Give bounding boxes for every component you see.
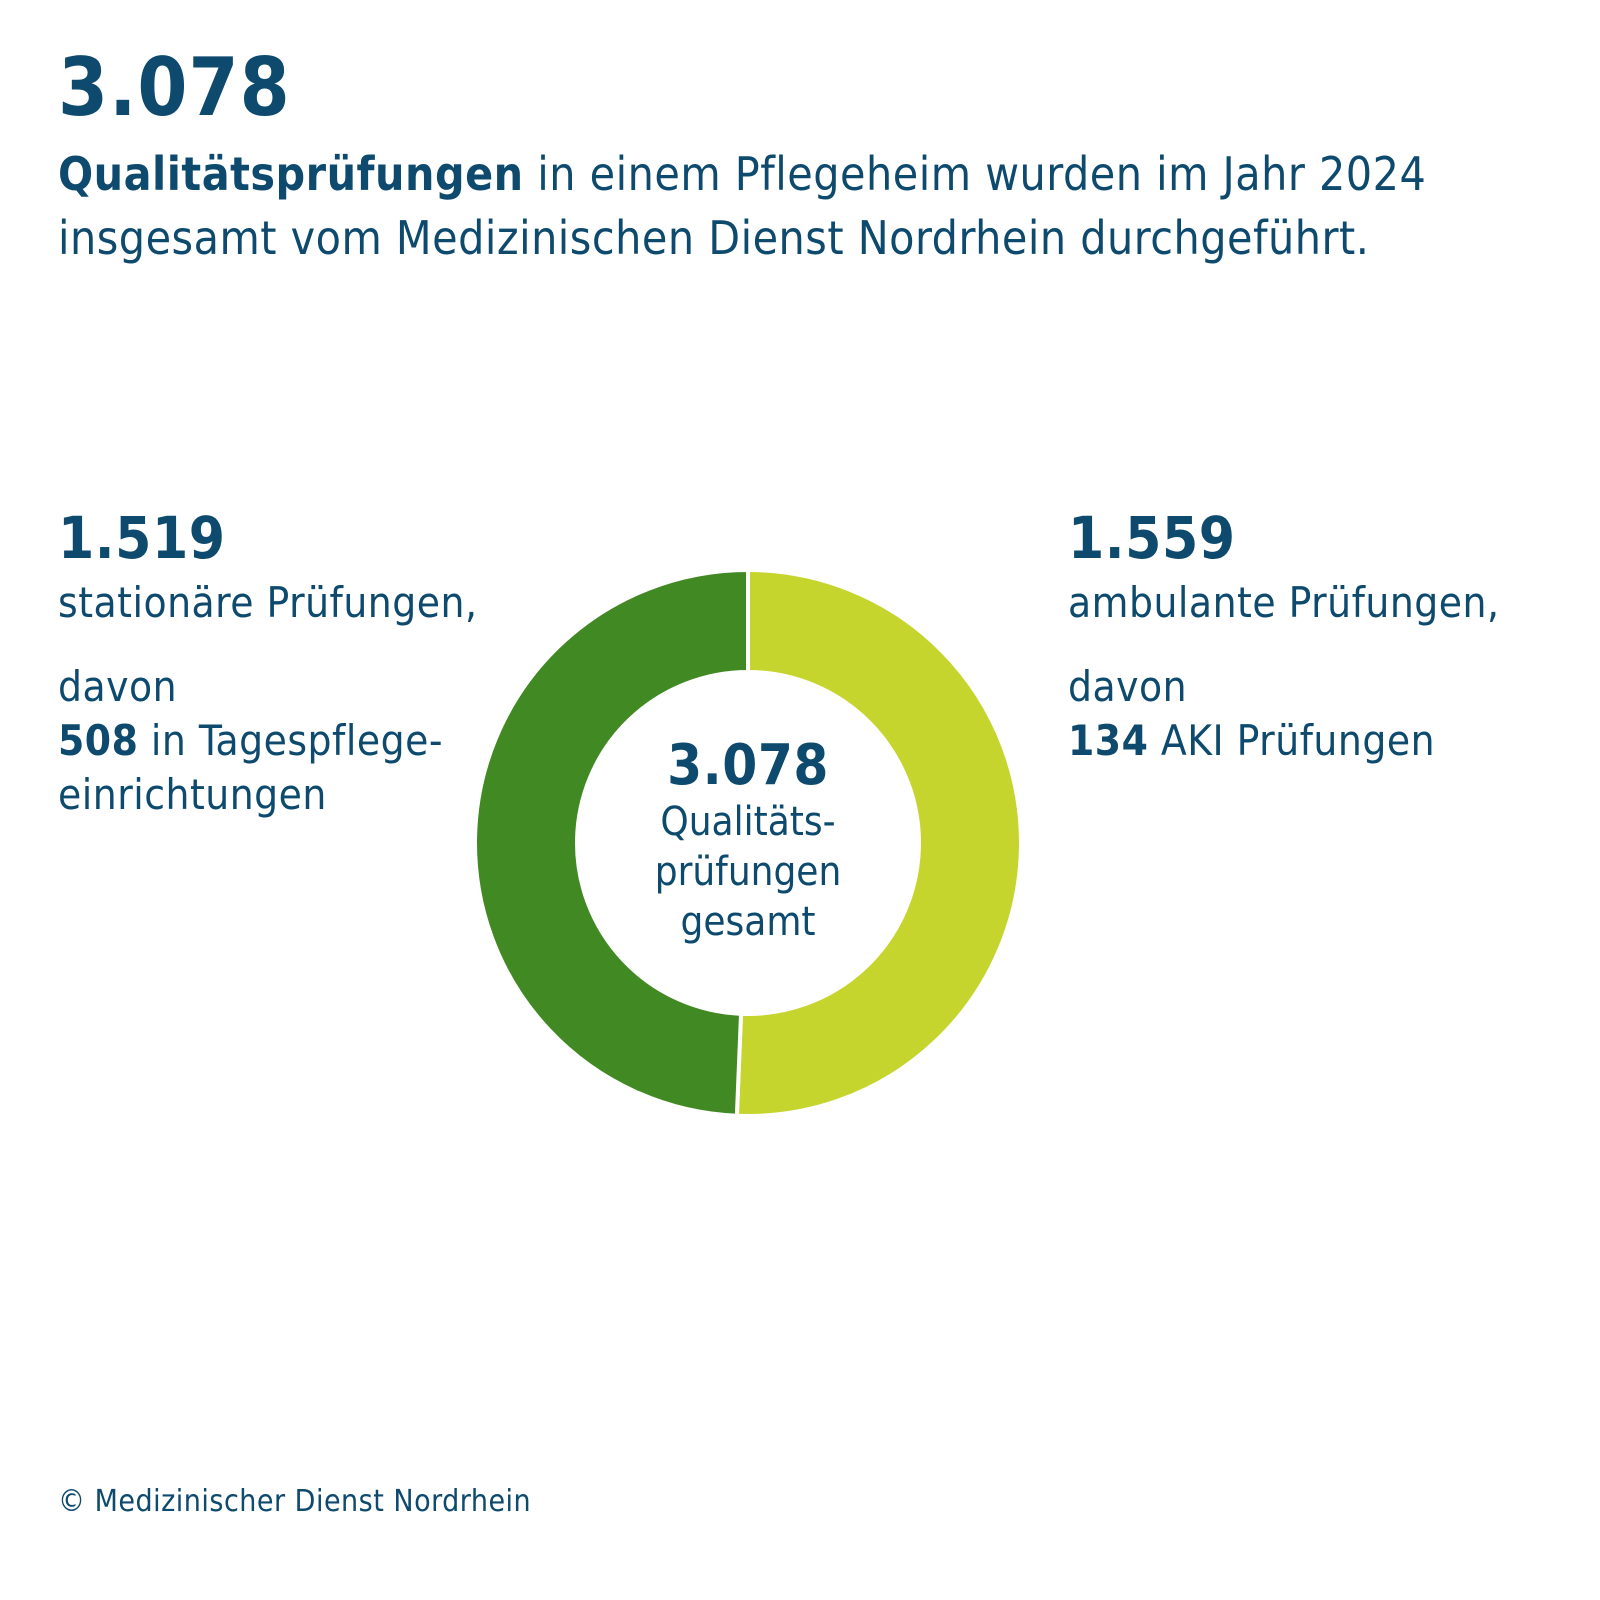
copyright: © Medizinischer Dienst Nordrhein (58, 1484, 532, 1519)
right-panel: 1.559 ambulante Prüfungen, davon 134 AKI… (1068, 508, 1538, 768)
left-detail: 508 in Tagespflege-einrichtungen (58, 714, 528, 822)
right-detail-text: AKI Prüfungen (1148, 716, 1436, 765)
left-panel: 1.519 stationäre Prüfungen, davon 508 in… (58, 508, 528, 822)
left-detail-text: in Tagespflege-einrichtungen (58, 716, 443, 819)
donut-center: 3.078 Qualitäts- prüfungen gesamt (578, 735, 918, 947)
right-detail: 134 AKI Prüfungen (1068, 714, 1538, 768)
right-davon: davon (1068, 662, 1188, 711)
headline-number: 3.078 (58, 41, 291, 134)
left-label: stationäre Prüfungen, (58, 578, 478, 627)
donut-segment-stationaer (473, 568, 750, 1118)
donut-segment-ambulant (734, 568, 1023, 1118)
center-total: 3.078 (667, 733, 829, 798)
donut-chart (473, 568, 1023, 1118)
headline-bold: Qualitätsprüfungen (58, 147, 524, 201)
right-label: ambulante Prüfungen, (1068, 578, 1500, 627)
headline-text: Qualitätsprüfungen in einem Pflegeheim w… (58, 142, 1538, 270)
left-detail-number: 508 (58, 716, 139, 765)
headline-rest: in einem Pflegeheim wurden im Jahr 2024 … (58, 147, 1427, 265)
left-davon: davon (58, 662, 178, 711)
center-label: Qualitäts- prüfungen gesamt (654, 799, 842, 945)
left-number: 1.519 (58, 504, 226, 572)
right-number: 1.559 (1068, 504, 1236, 572)
right-detail-number: 134 (1068, 716, 1149, 765)
